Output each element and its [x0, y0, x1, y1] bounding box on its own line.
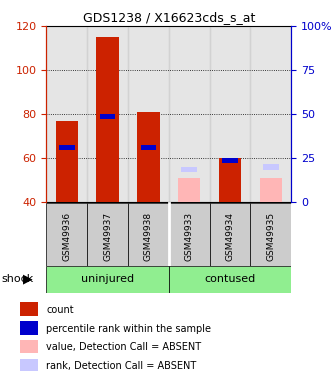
Bar [128, 26, 169, 202]
Text: shock: shock [2, 274, 34, 284]
Bar [87, 202, 128, 266]
Bar [56, 121, 78, 202]
Bar [169, 26, 210, 202]
Text: GSM49936: GSM49936 [62, 212, 71, 261]
Bar [263, 165, 279, 170]
Bar [46, 202, 87, 266]
Bar [87, 26, 128, 202]
Text: GSM49937: GSM49937 [103, 212, 112, 261]
Text: count: count [46, 305, 74, 315]
Bar [260, 178, 282, 203]
Bar [137, 112, 160, 202]
Text: rank, Detection Call = ABSENT: rank, Detection Call = ABSENT [46, 361, 197, 371]
Bar [169, 266, 291, 292]
Text: contused: contused [205, 274, 256, 284]
Bar [210, 26, 251, 202]
Bar [20, 321, 38, 334]
Text: GSM49935: GSM49935 [266, 212, 275, 261]
Bar [222, 158, 238, 164]
Bar [20, 302, 38, 316]
Bar [178, 178, 201, 203]
Bar [128, 202, 169, 266]
Bar [100, 114, 116, 119]
Bar [219, 158, 241, 203]
Bar [46, 266, 169, 292]
Bar [251, 202, 291, 266]
Text: uninjured: uninjured [81, 274, 134, 284]
Bar [46, 26, 87, 202]
Bar [20, 340, 38, 353]
Bar [59, 145, 74, 150]
Text: value, Detection Call = ABSENT: value, Detection Call = ABSENT [46, 342, 202, 352]
Bar [141, 145, 156, 150]
Bar [169, 202, 210, 266]
Text: GSM49933: GSM49933 [185, 212, 194, 261]
Text: ▶: ▶ [23, 273, 32, 286]
Bar [20, 358, 38, 372]
Title: GDS1238 / X16623cds_s_at: GDS1238 / X16623cds_s_at [83, 11, 255, 24]
Text: percentile rank within the sample: percentile rank within the sample [46, 324, 211, 333]
Bar [210, 202, 251, 266]
Bar [181, 167, 197, 172]
Text: GSM49934: GSM49934 [225, 212, 235, 261]
Bar [251, 26, 291, 202]
Text: GSM49938: GSM49938 [144, 212, 153, 261]
Bar [96, 37, 119, 203]
